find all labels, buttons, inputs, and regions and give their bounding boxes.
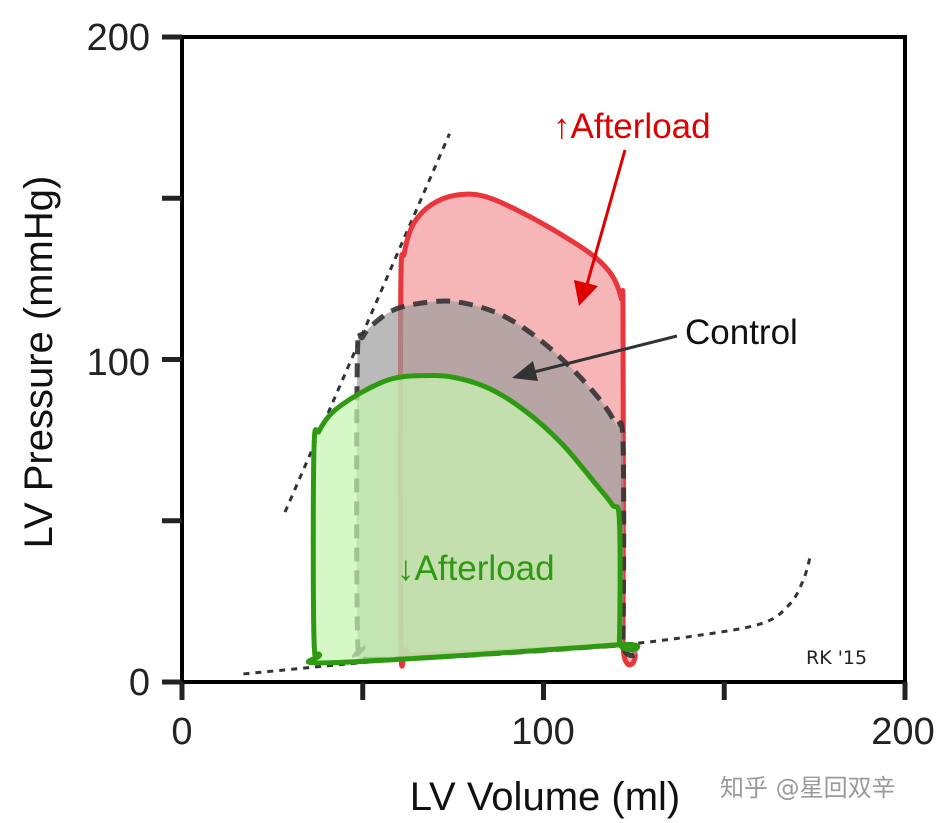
decreased-afterload-loop-fill [308, 375, 638, 663]
control-arrowhead [512, 361, 538, 381]
decreased-afterload-loop-outline [305, 372, 641, 666]
y-tick-200: 200 [87, 17, 150, 59]
increased-afterload-arrow [584, 149, 627, 289]
y-tick-100: 100 [87, 342, 150, 384]
increased-afterload-label: ↑Afterload [553, 107, 711, 146]
control-arrow [529, 334, 678, 375]
signature: RK '15 [806, 647, 867, 669]
y-tick-0: 0 [129, 662, 150, 704]
x-tick-100: 100 [511, 711, 574, 753]
x-tick-0: 0 [171, 711, 192, 753]
increased-afterload-arrowhead [574, 280, 598, 306]
control-label: Control [685, 313, 798, 352]
espvr-line [283, 133, 451, 513]
y-axis-label: LV Pressure (mmHg) [17, 176, 61, 549]
x-axis-label: LV Volume (ml) [410, 775, 680, 819]
x-tick-200: 200 [871, 711, 934, 753]
watermark: 知乎 @星回双辛 [720, 774, 896, 802]
decreased-afterload-label: ↓Afterload [397, 549, 555, 588]
